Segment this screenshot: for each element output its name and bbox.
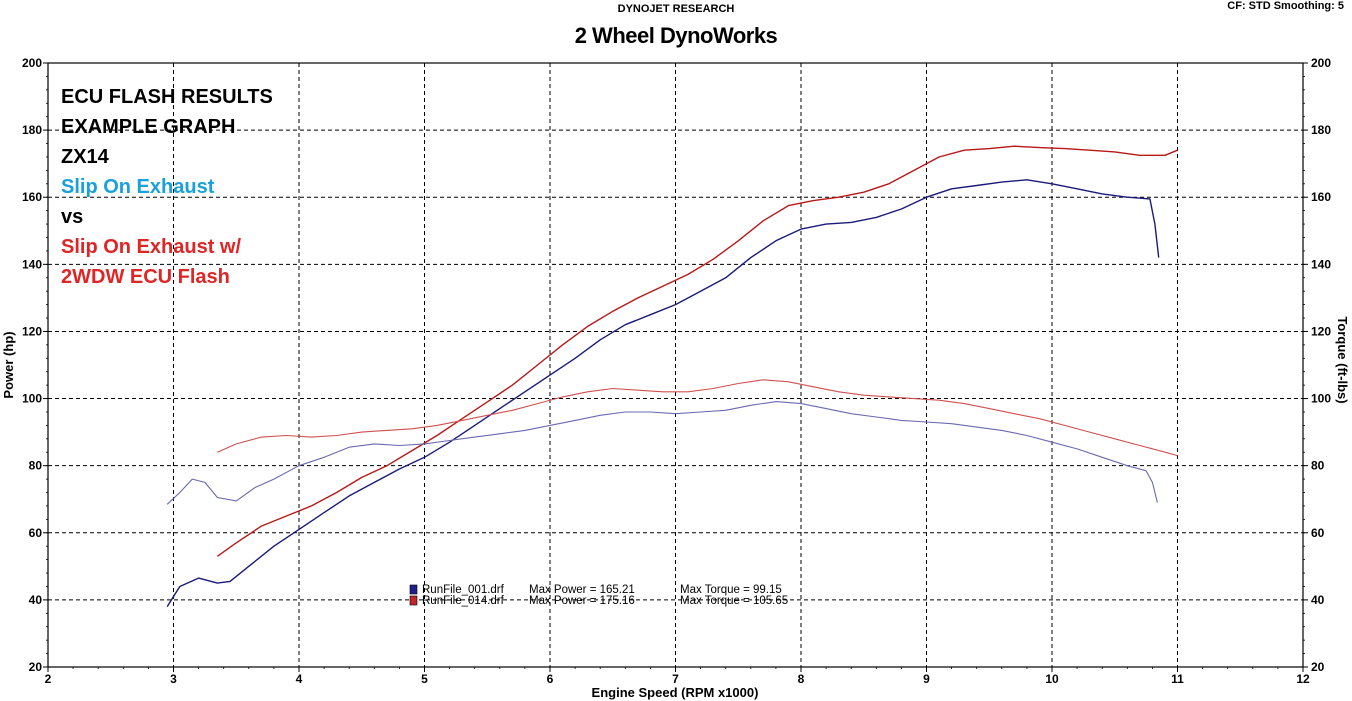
grid-lines xyxy=(48,63,1303,667)
x-tick-label: 8 xyxy=(798,672,805,686)
y-tick-label: 180 xyxy=(22,123,42,137)
x-tick-label: 6 xyxy=(547,672,554,686)
y-tick-label: 20 xyxy=(29,660,43,674)
y2-tick-label: 60 xyxy=(1311,526,1325,540)
y-tick-label: 160 xyxy=(22,190,42,204)
x-tick-label: 10 xyxy=(1045,672,1059,686)
y-tick-label: 60 xyxy=(29,526,43,540)
y2-tick-label: 160 xyxy=(1311,190,1331,204)
y-tick-label: 120 xyxy=(22,324,42,338)
annotation-line: EXAMPLE GRAPH xyxy=(61,116,236,138)
x-axis-label: Engine Speed (RPM x1000) xyxy=(592,685,759,700)
legend-max-torque: Max Torque = 105.65 xyxy=(680,595,788,607)
legend-file: RunFile_001.drf xyxy=(422,584,505,596)
annotation-line: vs xyxy=(61,206,84,228)
chart-title: 2 Wheel DynoWorks xyxy=(574,23,778,48)
tick-marks xyxy=(43,62,1308,672)
x-tick-labels: 2 3 4 5 6 7 8 9 10 11 12 xyxy=(45,672,1310,686)
annotation-line: Slip On Exhaust xyxy=(61,176,215,198)
legend: RunFile_001.drf Max Power = 165.21 Max Tor… xyxy=(409,584,788,607)
y2-axis-label: Torque (ft-lbs) xyxy=(1335,316,1350,403)
legend-file: RunFile_014.drf xyxy=(422,595,505,607)
x-tick-label: 3 xyxy=(170,672,177,686)
y2-tick-label: 120 xyxy=(1311,324,1331,338)
y-tick-label: 100 xyxy=(22,392,42,406)
y-tick-label: 80 xyxy=(29,459,43,473)
series-lines xyxy=(166,145,1178,607)
x-tick-label: 5 xyxy=(421,672,428,686)
annotation-line: Slip On Exhaust w/ xyxy=(61,236,242,258)
y2-tick-label: 140 xyxy=(1311,257,1331,271)
legend-swatch xyxy=(409,595,418,606)
y2-tick-label: 40 xyxy=(1311,593,1325,607)
x-tick-label: 9 xyxy=(923,672,930,686)
annotation-line: 2WDW ECU Flash xyxy=(61,266,230,288)
company-name: DYNOJET RESEARCH xyxy=(617,3,735,15)
x-tick-label: 4 xyxy=(296,672,303,686)
y2-tick-label: 200 xyxy=(1311,56,1331,70)
legend-max-power: Max Power = 175.16 xyxy=(529,595,635,607)
annotation-line: ZX14 xyxy=(61,146,109,168)
y2-tick-label: 180 xyxy=(1311,123,1331,137)
x-tick-label: 2 xyxy=(45,672,52,686)
series-torque-runfile-014-drf xyxy=(217,379,1178,457)
y2-tick-label: 20 xyxy=(1311,660,1325,674)
legend-max-power: Max Power = 165.21 xyxy=(529,584,635,596)
x-tick-label: 11 xyxy=(1171,672,1184,686)
y2-tick-label: 100 xyxy=(1311,392,1331,406)
series-power-runfile-001-drf xyxy=(166,179,1160,607)
y2-tick-label: 80 xyxy=(1311,459,1325,473)
y-tick-labels: 20 40 60 80 100 120 140 160 180 200 xyxy=(22,56,42,674)
y-axis-label: Power (hp) xyxy=(1,331,16,398)
y-tick-label: 40 xyxy=(29,593,43,607)
series-power-runfile-014-drf xyxy=(216,145,1178,557)
legend-max-torque: Max Torque = 99.15 xyxy=(680,584,782,596)
y-tick-label: 200 xyxy=(22,56,42,70)
x-tick-label: 12 xyxy=(1296,672,1310,686)
settings-info: CF: STD Smoothing: 5 xyxy=(1227,0,1344,12)
annotation-line: ECU FLASH RESULTS xyxy=(61,86,273,108)
x-tick-label: 7 xyxy=(672,672,679,686)
y-tick-label: 140 xyxy=(22,257,42,271)
y2-tick-labels: 20 40 60 80 100 120 140 160 180 200 xyxy=(1311,56,1331,674)
legend-swatch xyxy=(409,584,418,595)
series-torque-runfile-001-drf xyxy=(166,401,1158,505)
